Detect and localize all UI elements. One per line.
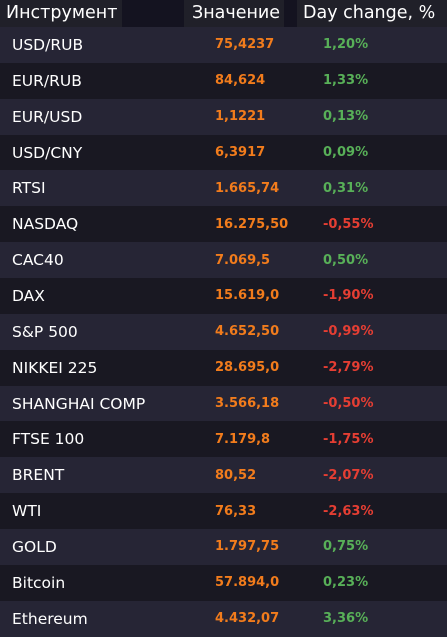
table-row[interactable]: Ethereum 4.432,07 3,36% <box>0 600 447 637</box>
instrument-name: SHANGHAI COMP <box>12 394 146 413</box>
instrument-name: FTSE 100 <box>12 430 85 449</box>
day-change-value: 1,20% <box>323 37 369 53</box>
column-header-value[interactable]: Значение <box>184 0 284 27</box>
table-row[interactable]: GOLD 1.797,75 0,75% <box>0 529 447 565</box>
instrument-name: NASDAQ <box>12 215 79 234</box>
table-row[interactable]: RTSI 1.665,74 0,31% <box>0 170 447 207</box>
table-header: Инструмент Значение Day change, % <box>0 0 447 27</box>
day-change-value: 0,13% <box>323 109 369 125</box>
instrument-name: NIKKEI 225 <box>12 358 98 377</box>
day-change-value: 0,23% <box>323 575 369 591</box>
table-row[interactable]: USD/CNY 6,3917 0,09% <box>0 134 447 171</box>
instrument-value: 76,33 <box>215 503 257 519</box>
instrument-name: USD/CNY <box>12 143 83 162</box>
instrument-name: S&P 500 <box>12 322 78 341</box>
day-change-value: 0,09% <box>323 145 369 160</box>
table-row[interactable]: EUR/RUB 84,624 1,33% <box>0 62 447 99</box>
instrument-value: 28.695,0 <box>215 360 280 376</box>
instrument-value: 84,624 <box>215 73 266 89</box>
day-change-value: 3,36% <box>323 611 369 627</box>
instrument-name: GOLD <box>12 537 57 556</box>
column-header-instrument[interactable]: Инструмент <box>0 0 122 27</box>
instrument-name: Ethereum <box>12 609 88 628</box>
instrument-value: 7.179,8 <box>215 431 271 447</box>
instrument-value: 1.665,74 <box>215 180 280 196</box>
day-change-value: -2,07% <box>323 467 374 483</box>
instrument-value: 16.275,50 <box>215 216 289 232</box>
day-change-value: -1,90% <box>323 288 374 304</box>
day-change-value: -2,79% <box>323 360 374 376</box>
table-row[interactable]: SHANGHAI COMP 3.566,18 -0,50% <box>0 385 447 422</box>
instrument-name: RTSI <box>12 179 46 198</box>
table-row[interactable]: BRENT 80,52 -2,07% <box>0 457 447 494</box>
instrument-name: EUR/RUB <box>12 71 82 90</box>
instrument-value: 3.566,18 <box>215 396 280 412</box>
instrument-name: DAX <box>12 286 45 305</box>
instrument-value: 6,3917 <box>215 145 266 160</box>
day-change-value: 0,50% <box>323 252 369 268</box>
table-row[interactable]: USD/RUB 75,4237 1,20% <box>0 27 447 63</box>
instrument-value: 4.432,07 <box>215 611 280 627</box>
instrument-name: Bitcoin <box>12 573 66 592</box>
table-row[interactable]: NIKKEI 225 28.695,0 -2,79% <box>0 349 447 386</box>
table-row[interactable]: S&P 500 4.652,50 -0,99% <box>0 313 447 350</box>
day-change-value: 0,75% <box>323 539 369 555</box>
instrument-value: 75,4237 <box>215 37 275 53</box>
table-row[interactable]: DAX 15.619,0 -1,90% <box>0 278 447 314</box>
day-change-value: -0,99% <box>323 324 374 340</box>
day-change-value: 0,31% <box>323 180 369 196</box>
day-change-value: -2,63% <box>323 503 374 519</box>
table-row[interactable]: FTSE 100 7.179,8 -1,75% <box>0 421 447 458</box>
instrument-value: 57.894,0 <box>215 575 280 591</box>
table-row[interactable]: CAC40 7.069,5 0,50% <box>0 242 447 279</box>
day-change-value: 1,33% <box>323 73 369 89</box>
day-change-value: -0,55% <box>323 216 374 232</box>
day-change-value: -1,75% <box>323 431 374 447</box>
instrument-name: BRENT <box>12 466 65 485</box>
table-row[interactable]: Bitcoin 57.894,0 0,23% <box>0 564 447 601</box>
instrument-value: 7.069,5 <box>215 252 271 268</box>
instrument-value: 15.619,0 <box>215 288 280 304</box>
instrument-value: 80,52 <box>215 467 257 483</box>
table-row[interactable]: WTI 76,33 -2,63% <box>0 493 447 530</box>
table-row[interactable]: EUR/USD 1,1221 0,13% <box>0 98 447 135</box>
instrument-name: CAC40 <box>12 251 64 270</box>
instrument-name: USD/RUB <box>12 35 84 54</box>
instrument-name: EUR/USD <box>12 107 83 126</box>
instrument-value: 4.652,50 <box>215 324 280 340</box>
table-row[interactable]: NASDAQ 16.275,50 -0,55% <box>0 206 447 243</box>
day-change-value: -0,50% <box>323 396 374 412</box>
instrument-value: 1.797,75 <box>215 539 280 555</box>
table-body: USD/RUB 75,4237 1,20% EUR/RUB 84,624 1,33% EUR… <box>0 27 447 637</box>
instrument-name: WTI <box>12 502 42 521</box>
instrument-value: 1,1221 <box>215 109 266 125</box>
column-header-day-change[interactable]: Day change, % <box>297 0 447 27</box>
